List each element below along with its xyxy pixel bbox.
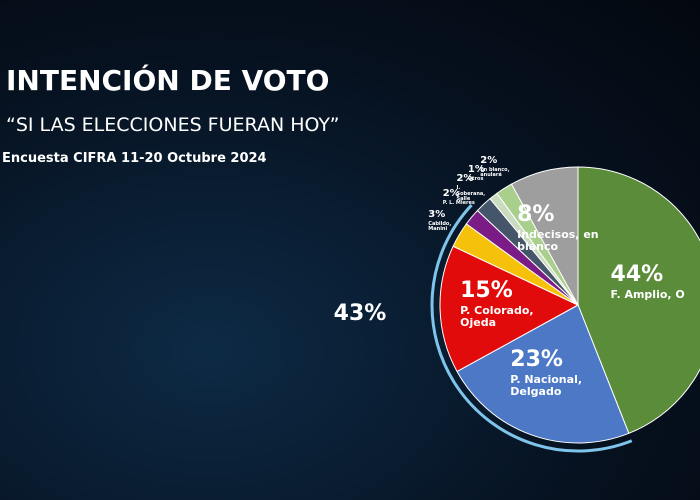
slice-percent: 2%: [480, 154, 498, 166]
slice-name: P. Nacional, Delgado: [510, 373, 583, 398]
slice-name: Otros: [467, 175, 484, 182]
slice-percent: 2%: [442, 188, 460, 199]
chart-title: INTENCIÓN DE VOTO: [6, 63, 329, 97]
slice-name: P. L. Mieres: [442, 200, 475, 206]
group-bracket: [430, 204, 633, 453]
slice-percent: 15%: [460, 278, 513, 304]
pie-slice: [577, 166, 700, 434]
slice-percent: 23%: [510, 347, 563, 373]
slice-name: F. Amplio, O: [610, 287, 685, 301]
slice-percent: 8%: [517, 202, 555, 228]
slice-name: Cabildo, Manini: [428, 220, 452, 232]
pie-slice: [439, 245, 580, 373]
slice-percent: 3%: [428, 208, 446, 220]
slice-name: I. Soberana, Salle: [456, 185, 486, 202]
group-label: 43%: [334, 301, 387, 326]
pie-slice: [510, 166, 579, 306]
pie-slice: [456, 304, 630, 444]
chart-subtitle: “SI LAS ELECCIONES FUERAN HOY”: [6, 114, 340, 136]
chart-source: Encuesta CIFRA 11-20 Octubre 2024: [2, 151, 267, 166]
slice-percent: 1%: [467, 163, 485, 175]
slice-percent: 44%: [610, 261, 664, 287]
slice-percent: 2%: [456, 173, 474, 185]
slice-name: En blanco, anulará: [480, 166, 510, 179]
slice-name: Indecisos, en blanco: [517, 228, 599, 254]
slice-name: P. Colorado, Ojeda: [460, 304, 534, 329]
